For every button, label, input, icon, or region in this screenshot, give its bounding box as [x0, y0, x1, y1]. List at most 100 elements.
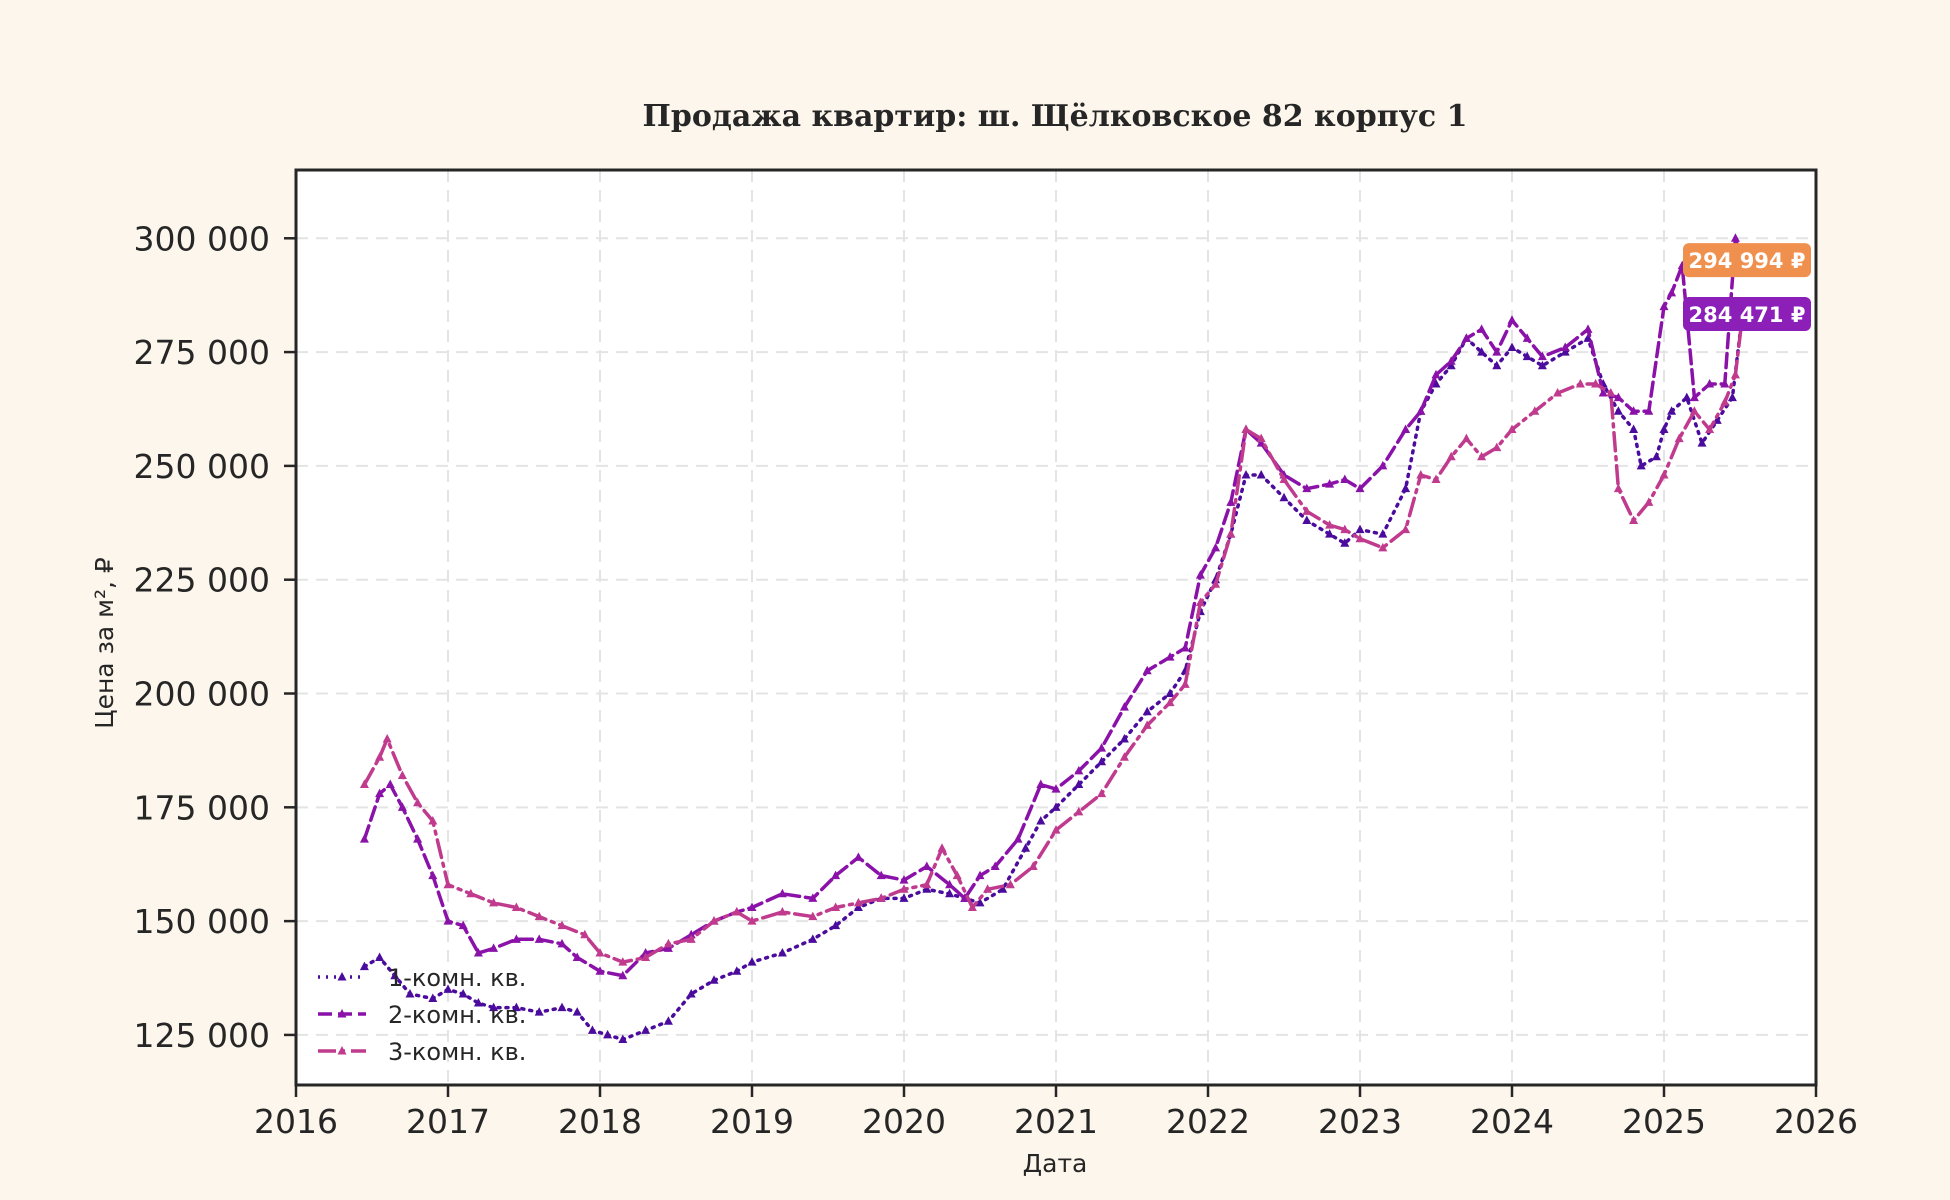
data-point-marker — [511, 902, 521, 911]
badge-background — [1683, 296, 1811, 331]
data-point-marker — [1598, 388, 1608, 397]
data-point-marker — [428, 993, 438, 1003]
data-point-marker — [1165, 697, 1175, 707]
data-point-marker — [1142, 706, 1152, 716]
x-tick-label: 2020 — [862, 1102, 946, 1141]
data-point-marker — [952, 870, 962, 880]
chart-title: Продажа квартир: ш. Щёлковское 82 корпус… — [643, 99, 1468, 134]
axis-ticks: 2016 2017 2018 2019 2020 2021 2022 2023 2024 2025… — [134, 219, 1858, 1141]
data-point-marker — [686, 988, 696, 998]
data-point-marker — [663, 1016, 673, 1025]
data-point-marker — [922, 861, 932, 870]
data-point-marker — [1560, 342, 1570, 352]
data-point-marker — [1674, 433, 1684, 443]
data-point-marker — [732, 907, 742, 916]
data-point-marker — [777, 888, 787, 898]
data-point-marker — [1013, 834, 1023, 843]
x-tick-label: 2021 — [1014, 1102, 1098, 1141]
data-point-marker — [534, 911, 544, 921]
data-point-marker — [1074, 765, 1084, 775]
data-point-marker — [1378, 460, 1388, 470]
x-tick-label: 2025 — [1622, 1102, 1706, 1141]
y-axis-label: Цена за м², ₽ — [90, 557, 119, 729]
data-point-marker — [641, 952, 651, 962]
data-point-marker — [747, 916, 757, 925]
x-axis-label: Дата — [1023, 1149, 1088, 1178]
y-tick-label: 150 000 — [134, 902, 270, 941]
data-point-marker — [808, 911, 818, 921]
badge-background — [1683, 243, 1811, 278]
y-tick-label: 125 000 — [134, 1016, 270, 1055]
data-point-marker — [1355, 483, 1365, 493]
data-point-marker — [1730, 233, 1740, 242]
data-point-marker — [618, 970, 628, 980]
data-point-marker — [1705, 378, 1715, 388]
data-point-marker — [1401, 524, 1411, 534]
data-point-marker — [1180, 642, 1190, 652]
data-point-marker — [709, 975, 719, 984]
data-point-marker — [686, 934, 696, 943]
y-tick-label: 300 000 — [134, 219, 270, 258]
data-point-marker — [945, 879, 955, 889]
x-tick-label: 2016 — [254, 1102, 338, 1141]
data-point-marker — [663, 943, 673, 952]
data-point-marker — [1667, 406, 1677, 415]
plot-area — [296, 170, 1816, 1085]
data-point-marker — [618, 1034, 628, 1043]
data-point-marker — [428, 870, 438, 880]
data-point-marker — [1583, 324, 1593, 333]
data-point-marker — [1575, 378, 1585, 388]
data-point-marker — [1355, 524, 1365, 534]
data-point-marker — [709, 916, 719, 925]
data-point-marker — [1730, 369, 1740, 379]
data-point-marker — [1211, 579, 1221, 588]
legend-marker — [337, 972, 347, 981]
data-point-marker — [1256, 470, 1266, 479]
data-point-marker — [1720, 378, 1730, 388]
data-point-marker — [595, 966, 605, 975]
data-point-marker — [1606, 388, 1616, 397]
data-point-marker — [1507, 342, 1517, 352]
data-point-marker — [1340, 524, 1350, 534]
data-point-marker — [1028, 861, 1038, 870]
y-tick-label: 225 000 — [134, 561, 270, 600]
data-point-marker — [1005, 879, 1015, 889]
data-point-marker — [967, 902, 977, 911]
data-point-marker — [899, 875, 909, 884]
data-point-marker — [1051, 784, 1061, 793]
y-tick-label: 200 000 — [134, 675, 270, 714]
x-tick-label: 2017 — [406, 1102, 490, 1141]
data-point-marker — [1165, 688, 1175, 698]
data-point-marker — [1461, 433, 1471, 443]
data-point-marker — [489, 1002, 499, 1012]
data-point-marker — [1180, 679, 1190, 688]
data-point-marker — [1689, 406, 1699, 415]
data-point-marker — [937, 843, 947, 852]
data-point-marker — [557, 1002, 567, 1012]
data-point-marker — [922, 879, 932, 889]
data-point-marker — [359, 779, 369, 789]
data-point-marker — [1613, 406, 1623, 415]
data-point-marker — [443, 916, 453, 925]
data-point-marker — [1477, 451, 1487, 461]
data-point-marker — [1074, 806, 1084, 816]
badge-label: 294 994 ₽ — [1689, 249, 1806, 273]
legend-entry: 1-комн. кв. — [318, 964, 526, 992]
data-point-marker — [511, 1002, 521, 1012]
legend-label: 3-комн. кв. — [388, 1038, 526, 1066]
series-group — [359, 306, 1748, 966]
series-group — [359, 233, 1748, 980]
data-point-marker — [1659, 301, 1669, 311]
data-point-marker — [489, 897, 499, 907]
data-point-marker — [1477, 324, 1487, 333]
data-point-marker — [1051, 825, 1061, 834]
data-point-marker — [899, 884, 909, 893]
x-tick-label: 2019 — [710, 1102, 794, 1141]
data-point-marker — [1416, 470, 1426, 479]
data-point-marker — [945, 888, 955, 898]
data-point-marker — [1279, 474, 1289, 484]
data-point-marker — [1492, 442, 1502, 452]
data-point-marker — [443, 984, 453, 993]
data-point-marker — [1705, 424, 1715, 433]
